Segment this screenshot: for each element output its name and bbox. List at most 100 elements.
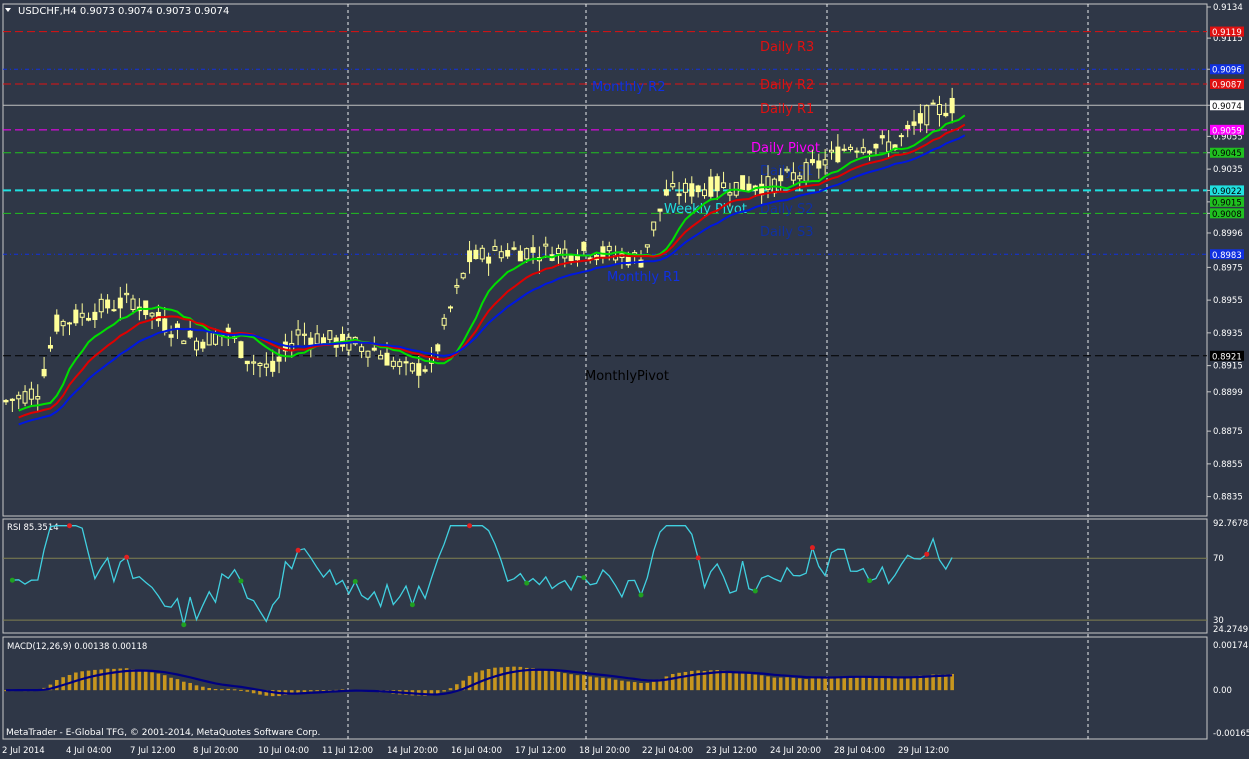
price-tag-label: 0.9022 bbox=[1212, 187, 1242, 197]
macd-bar bbox=[429, 690, 434, 696]
macd-bar bbox=[715, 670, 719, 691]
candle-body bbox=[898, 135, 904, 138]
candle-body bbox=[130, 298, 136, 310]
macd-bar bbox=[690, 670, 694, 691]
macd-bar bbox=[886, 677, 891, 691]
macd-bar bbox=[61, 677, 65, 691]
macd-bar bbox=[442, 690, 446, 692]
macd-bar bbox=[626, 681, 631, 691]
y-tick-label: 0.9035 bbox=[1213, 165, 1243, 175]
macd-bar bbox=[893, 678, 897, 691]
candle-body bbox=[562, 248, 568, 259]
macd-bar bbox=[518, 666, 523, 691]
candle-body bbox=[848, 146, 854, 150]
candle-body bbox=[479, 247, 485, 260]
macd-bar bbox=[664, 676, 669, 691]
candle-body bbox=[816, 160, 822, 169]
candle-body bbox=[790, 172, 796, 181]
macd-bar bbox=[569, 674, 573, 691]
candle-body bbox=[498, 251, 504, 259]
rsi-dot bbox=[809, 545, 815, 551]
candle-body bbox=[378, 354, 384, 360]
candle-body bbox=[809, 159, 815, 164]
candle-body bbox=[822, 159, 828, 166]
candle-body bbox=[841, 148, 847, 151]
macd-bar bbox=[924, 675, 929, 691]
candle-body bbox=[73, 309, 79, 324]
candle-body bbox=[422, 369, 428, 372]
macd-bar bbox=[880, 676, 885, 691]
y-tick-label: 0.8875 bbox=[1213, 427, 1243, 437]
y-tick-label: 0.8996 bbox=[1213, 229, 1243, 239]
macd-bar bbox=[944, 674, 948, 691]
candle-body bbox=[98, 298, 104, 313]
macd-bar bbox=[493, 667, 497, 691]
candle-body bbox=[886, 141, 892, 153]
macd-bar bbox=[461, 680, 465, 691]
level-label: Daily S2 bbox=[760, 202, 814, 217]
candle-body bbox=[397, 361, 403, 367]
candle-body bbox=[314, 333, 320, 345]
y-tick-label: 0.8915 bbox=[1213, 362, 1243, 372]
rsi-tick-label: 92.7678 bbox=[1213, 519, 1248, 529]
x-tick-label: 29 Jul 12:00 bbox=[898, 746, 949, 756]
x-tick-label: 28 Jul 04:00 bbox=[834, 746, 885, 756]
panels: 0.9134 0.9115 0.9096 0.9074 0.9055 0.9045 0.90… bbox=[2, 3, 1249, 756]
candle-body bbox=[797, 175, 803, 180]
x-tick-label: 10 Jul 04:00 bbox=[258, 746, 309, 756]
x-tick-label: 4 Jul 04:00 bbox=[66, 746, 112, 756]
candle-body bbox=[581, 241, 587, 251]
macd-bar bbox=[321, 690, 326, 692]
candle-body bbox=[600, 246, 606, 258]
macd-bar bbox=[639, 682, 643, 691]
price-tag-label: 0.9074 bbox=[1212, 102, 1242, 112]
x-tick-label: 2 Jul 2014 bbox=[2, 746, 45, 756]
price-tag bbox=[1210, 185, 1244, 196]
candle-body bbox=[416, 363, 422, 376]
rsi-dot bbox=[124, 554, 130, 560]
x-tick-label: 17 Jul 12:00 bbox=[515, 746, 566, 756]
macd-bar bbox=[258, 690, 262, 695]
macd-bar bbox=[753, 674, 758, 691]
candle-body bbox=[930, 102, 936, 105]
macd-bar bbox=[594, 677, 599, 691]
candle-body bbox=[555, 247, 561, 255]
price-tag-label: 0.9059 bbox=[1212, 126, 1242, 136]
macd-bar bbox=[728, 672, 732, 691]
price-tag bbox=[1210, 100, 1244, 111]
candle-body bbox=[879, 135, 885, 139]
macd-bar bbox=[131, 669, 135, 691]
candle-body bbox=[327, 330, 333, 340]
rsi-dot bbox=[9, 577, 15, 583]
macd-tick-label: 0.00 bbox=[1213, 686, 1232, 696]
candle-body bbox=[638, 259, 644, 268]
macd-bar bbox=[512, 666, 516, 691]
macd-bar bbox=[543, 669, 548, 691]
level-label: Daily R3 bbox=[760, 40, 814, 55]
triangle-down-icon[interactable] bbox=[5, 8, 11, 12]
candle-body bbox=[568, 255, 574, 262]
macd-bar bbox=[937, 674, 942, 691]
macd-bar bbox=[448, 688, 453, 691]
candle-body bbox=[295, 329, 301, 336]
macd-bar bbox=[112, 668, 116, 691]
candle-body bbox=[435, 344, 441, 352]
price-tag bbox=[1210, 350, 1244, 361]
candle-body bbox=[200, 341, 206, 349]
macd-title: MACD(12,26,9) 0.00138 0.00118 bbox=[7, 642, 147, 652]
y-tick-label: 0.8975 bbox=[1213, 263, 1243, 273]
candle-body bbox=[54, 314, 60, 332]
candle-body bbox=[778, 175, 784, 182]
rsi-tick-label: 70 bbox=[1213, 554, 1224, 564]
macd-bar bbox=[696, 670, 700, 691]
macd-bar bbox=[601, 677, 605, 691]
rsi-dot bbox=[238, 578, 244, 584]
macd-bar bbox=[563, 673, 567, 691]
price-tag-label: 0.8983 bbox=[1212, 251, 1242, 261]
macd-bar bbox=[829, 677, 834, 691]
macd-bar bbox=[918, 675, 923, 691]
candle-body bbox=[448, 306, 453, 309]
candle-body bbox=[860, 147, 866, 153]
macd-bar bbox=[721, 670, 726, 691]
